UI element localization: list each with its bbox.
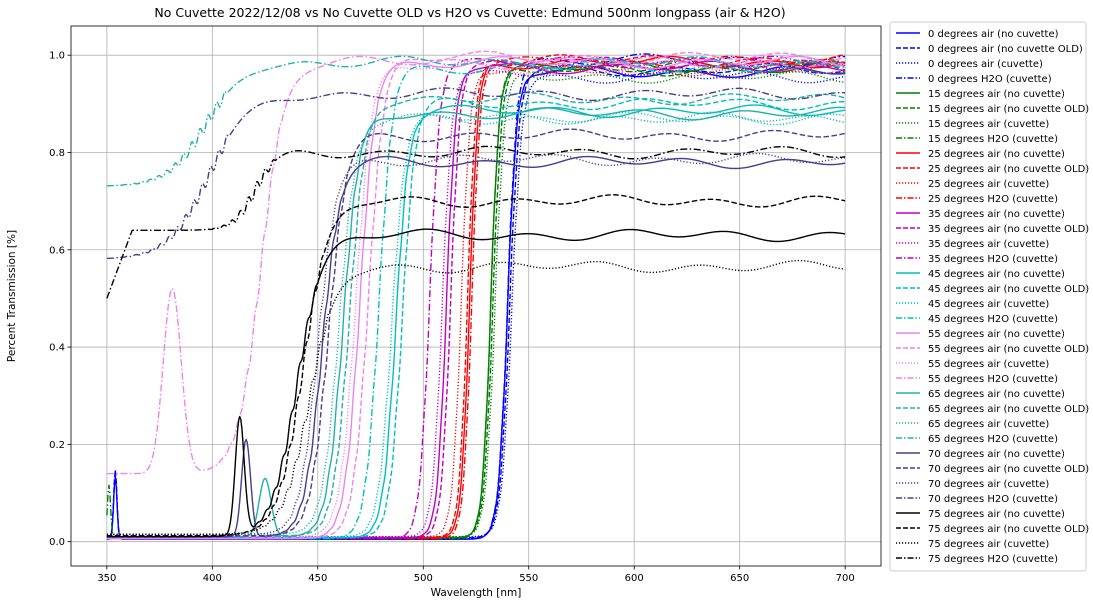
series-line xyxy=(106,62,846,539)
legend-label: 75 degrees air (no cuvette) xyxy=(928,509,1065,520)
series-line xyxy=(106,55,846,540)
legend-label: 35 degrees air (no cuvette) xyxy=(928,209,1065,220)
x-tick-label: 700 xyxy=(836,573,855,584)
axis-ticks: 350 400 450 500 550 600 650 700 0.0 0.2 0.4 0.6 0.8 1… xyxy=(49,51,855,584)
series-line xyxy=(106,60,846,540)
legend-label: 25 degrees air (cuvette) xyxy=(928,179,1049,190)
series-layer xyxy=(106,50,846,540)
legend-label: 75 degrees H2O (cuvette) xyxy=(928,554,1058,565)
y-tick-label: 1.0 xyxy=(49,51,65,62)
legend-label: 70 degrees air (cuvette) xyxy=(928,479,1049,490)
legend-label: 25 degrees air (no cuvette) xyxy=(928,149,1065,160)
x-axis-label: Wavelength [nm] xyxy=(431,587,522,599)
series-line xyxy=(106,56,846,538)
legend-label: 0 degrees H2O (cuvette) xyxy=(928,74,1052,85)
legend-label: 45 degrees air (no cuvette OLD) xyxy=(928,284,1089,295)
series-line xyxy=(106,152,846,536)
series-line xyxy=(106,87,846,260)
y-axis-label: Percent Transmission [%] xyxy=(6,230,18,362)
y-tick-label: 0.8 xyxy=(49,148,65,159)
y-tick-label: 0.0 xyxy=(49,537,65,548)
legend-label: 70 degrees H2O (cuvette) xyxy=(928,494,1058,505)
legend-label: 0 degrees air (cuvette) xyxy=(928,59,1043,70)
x-tick-label: 350 xyxy=(97,573,116,584)
series-line xyxy=(106,55,846,539)
series-line xyxy=(106,55,846,540)
series-line xyxy=(106,55,846,540)
legend-label: 25 degrees H2O (cuvette) xyxy=(928,194,1058,205)
series-line xyxy=(106,60,846,538)
legend-label: 15 degrees air (cuvette) xyxy=(928,119,1049,130)
legend-label: 25 degrees air (no cuvette OLD) xyxy=(928,164,1089,175)
series-line xyxy=(106,71,846,538)
legend-label: 55 degrees air (no cuvette) xyxy=(928,329,1065,340)
legend: 0 degrees air (no cuvette) 0 degrees air … xyxy=(889,21,1089,572)
legend-label: 15 degrees air (no cuvette OLD) xyxy=(928,104,1089,115)
legend-label: 0 degrees air (no cuvette OLD) xyxy=(928,44,1083,55)
x-tick-label: 550 xyxy=(519,573,538,584)
series-line xyxy=(106,259,846,536)
series-line xyxy=(106,60,846,539)
series-line xyxy=(106,111,846,536)
series-line xyxy=(106,71,846,538)
legend-box xyxy=(889,21,1087,572)
x-tick-label: 400 xyxy=(203,573,222,584)
series-line xyxy=(106,155,846,538)
legend-label: 45 degrees air (cuvette) xyxy=(928,299,1049,310)
series-line xyxy=(106,60,846,540)
legend-label: 55 degrees air (cuvette) xyxy=(928,359,1049,370)
series-line xyxy=(106,128,846,537)
x-tick-label: 600 xyxy=(625,573,644,584)
legend-label: 70 degrees air (no cuvette OLD) xyxy=(928,464,1089,475)
legend-label: 35 degrees H2O (cuvette) xyxy=(928,254,1058,265)
series-line xyxy=(106,60,846,539)
series-line xyxy=(106,65,846,538)
legend-label: 65 degrees air (no cuvette OLD) xyxy=(928,404,1089,415)
legend-label: 65 degrees air (no cuvette) xyxy=(928,389,1065,400)
legend-label: 15 degrees H2O (cuvette) xyxy=(928,134,1058,145)
series-line xyxy=(106,65,846,540)
x-tick-label: 450 xyxy=(308,573,327,584)
x-tick-label: 650 xyxy=(730,573,749,584)
legend-label: 75 degrees air (cuvette) xyxy=(928,539,1049,550)
legend-label: 0 degrees air (no cuvette) xyxy=(928,29,1059,40)
series-line xyxy=(106,111,846,538)
legend-label: 55 degrees air (no cuvette OLD) xyxy=(928,344,1089,355)
legend-label: 35 degrees air (no cuvette OLD) xyxy=(928,224,1089,235)
legend-label: 15 degrees air (no cuvette) xyxy=(928,89,1065,100)
series-line xyxy=(106,62,846,538)
x-tick-label: 500 xyxy=(414,573,433,584)
series-line xyxy=(106,228,846,538)
series-line xyxy=(106,55,846,187)
legend-label: 75 degrees air (no cuvette OLD) xyxy=(928,524,1089,535)
legend-label: 45 degrees H2O (cuvette) xyxy=(928,314,1058,325)
legend-label: 65 degrees H2O (cuvette) xyxy=(928,434,1058,445)
legend-label: 45 degrees air (no cuvette) xyxy=(928,269,1065,280)
series-line xyxy=(106,104,846,539)
legend-label: 35 degrees air (cuvette) xyxy=(928,239,1049,250)
plot-frame xyxy=(70,25,882,567)
y-tick-label: 0.4 xyxy=(49,343,65,354)
series-line xyxy=(106,53,846,538)
series-line xyxy=(106,53,846,540)
y-tick-label: 0.6 xyxy=(49,245,65,256)
series-line xyxy=(106,194,846,537)
series-line xyxy=(106,62,846,538)
series-line xyxy=(106,55,846,475)
legend-label: 70 degrees air (no cuvette) xyxy=(928,449,1065,460)
legend-label: 55 degrees H2O (cuvette) xyxy=(928,374,1058,385)
series-line xyxy=(106,106,846,538)
y-tick-label: 0.2 xyxy=(49,440,65,451)
series-line xyxy=(106,50,846,539)
series-line xyxy=(106,145,846,299)
legend-label: 65 degrees air (cuvette) xyxy=(928,419,1049,430)
chart-title: No Cuvette 2022/12/08 vs No Cuvette OLD … xyxy=(154,5,785,20)
